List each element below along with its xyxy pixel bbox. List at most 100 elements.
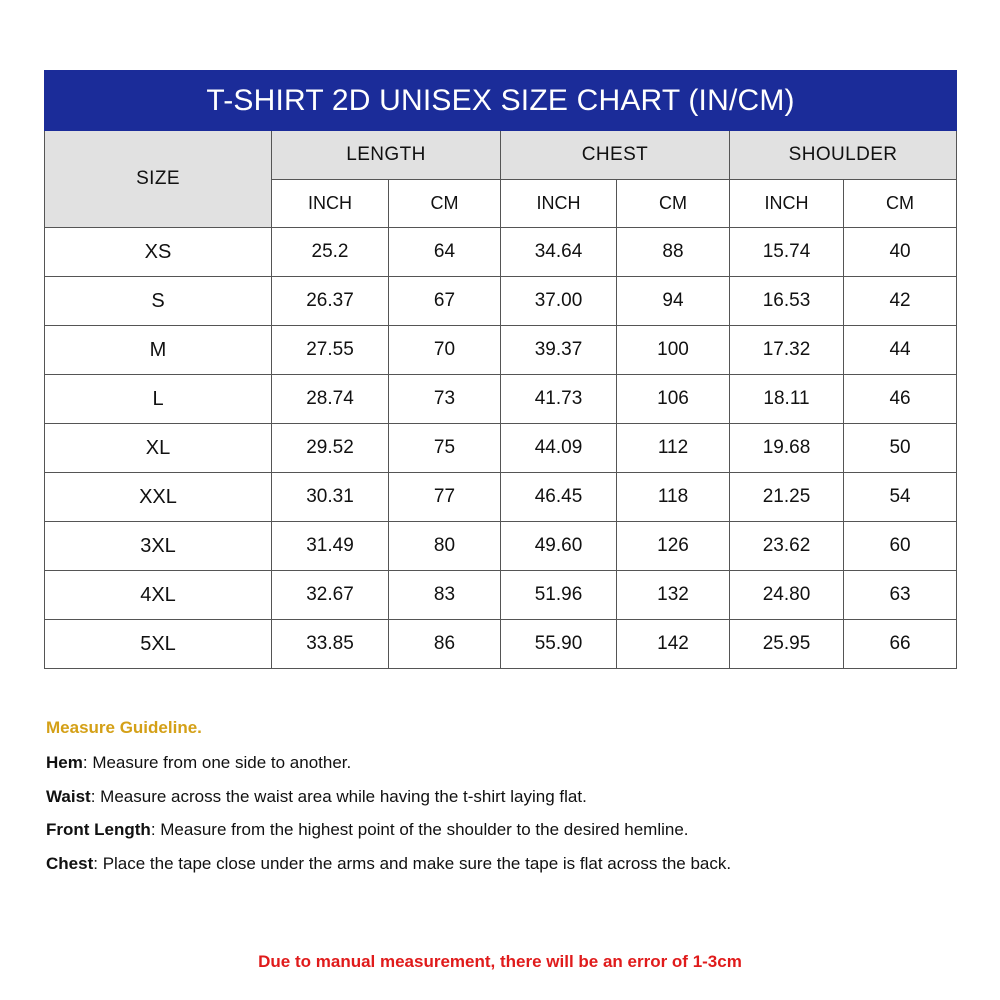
measurement-cell: 44.09 (500, 423, 617, 473)
measurement-cell: 70 (388, 325, 501, 375)
measurement-cell: 86 (388, 619, 501, 669)
guideline-item: Waist: Measure across the waist area whi… (46, 786, 946, 807)
measurement-cell: 31.49 (271, 521, 389, 571)
column-header-shoulder: SHOULDER (728, 130, 958, 180)
size-chart-table: T-SHIRT 2D UNISEX SIZE CHART (IN/CM) SIZ… (43, 70, 958, 669)
measurement-cell: 64 (388, 227, 501, 277)
unit-header-shoulder-cm: CM (842, 179, 958, 228)
measurement-cell: 32.67 (271, 570, 389, 620)
measurement-cell: 21.25 (729, 472, 844, 522)
measurement-cell: 37.00 (500, 276, 617, 326)
measurement-cell: 118 (616, 472, 730, 522)
measurement-cell: 77 (388, 472, 501, 522)
unit-header-row: INCH CM INCH CM INCH CM (44, 179, 958, 228)
measurement-cell: 49.60 (500, 521, 617, 571)
measurement-cell: 16.53 (729, 276, 844, 326)
size-label-cell: XXL (44, 472, 272, 522)
measurement-cell: 19.68 (729, 423, 844, 473)
table-row: S 26.37 67 37.00 94 16.53 42 (44, 276, 958, 326)
measurement-cell: 54 (842, 472, 958, 522)
unit-header-chest-inch: INCH (500, 179, 617, 228)
measurement-cell: 106 (616, 374, 730, 424)
measurement-cell: 67 (388, 276, 501, 326)
column-header-chest: CHEST (500, 130, 730, 180)
measurement-cell: 126 (616, 521, 730, 571)
measurement-cell: 33.85 (271, 619, 389, 669)
measurement-cell: 39.37 (500, 325, 617, 375)
measurement-cell: 112 (616, 423, 730, 473)
measurement-cell: 55.90 (500, 619, 617, 669)
measurement-cell: 51.96 (500, 570, 617, 620)
table-row: 3XL 31.49 80 49.60 126 23.62 60 (44, 521, 958, 571)
guideline-item: Chest: Place the tape close under the ar… (46, 854, 946, 874)
measurement-cell: 80 (388, 521, 501, 571)
chart-title: T-SHIRT 2D UNISEX SIZE CHART (IN/CM) (43, 70, 958, 131)
size-label-cell: L (44, 374, 272, 424)
guideline-separator: : (82, 753, 93, 772)
measurement-cell: 27.55 (271, 325, 389, 375)
guideline-term: Chest (46, 854, 94, 874)
guideline-description: Place the tape close under the arms and … (102, 854, 732, 874)
guideline-term: Front Length (46, 820, 151, 840)
measurement-cell: 100 (616, 325, 730, 375)
guideline-separator: : (150, 820, 161, 840)
unit-header-chest-cm: CM (616, 179, 730, 228)
guideline-description: Measure from one side to another. (92, 753, 352, 772)
table-row: L 28.74 73 41.73 106 18.11 46 (44, 374, 958, 424)
measurement-cell: 66 (842, 619, 958, 669)
guideline-term: Hem (46, 753, 83, 772)
measurement-cell: 132 (616, 570, 730, 620)
size-label-cell: S (44, 276, 272, 326)
measurement-cell: 40 (842, 227, 958, 277)
guideline-separator: : (93, 854, 103, 874)
guidelines-title: Measure Guideline. (46, 718, 202, 737)
size-label-cell: XS (44, 227, 272, 277)
measurement-cell: 88 (616, 227, 730, 277)
table-row: XXL 30.31 77 46.45 118 21.25 54 (44, 472, 958, 522)
measurement-cell: 73 (388, 374, 501, 424)
measurement-cell: 44 (842, 325, 958, 375)
size-label-cell: 3XL (44, 521, 272, 571)
measurement-disclaimer: Due to manual measurement, there will be… (258, 952, 742, 971)
size-label-cell: 4XL (44, 570, 272, 620)
measurement-cell: 23.62 (729, 521, 844, 571)
size-chart-container: T-SHIRT 2D UNISEX SIZE CHART (IN/CM) SIZ… (43, 70, 958, 669)
measurement-cell: 34.64 (500, 227, 617, 277)
size-label-cell: 5XL (44, 619, 272, 669)
column-header-length: LENGTH (271, 130, 501, 180)
measurement-cell: 94 (616, 276, 730, 326)
guideline-separator: : (90, 786, 101, 806)
measurement-cell: 26.37 (271, 276, 389, 326)
column-header-size: SIZE (44, 130, 272, 228)
measurement-cell: 50 (842, 423, 958, 473)
measurement-cell: 28.74 (271, 374, 389, 424)
guideline-item: Front Length: Measure from the highest p… (46, 821, 946, 840)
guideline-description: Measure from the highest point of the sh… (160, 820, 689, 840)
guideline-description: Measure across the waist area while havi… (100, 786, 587, 806)
guidelines-list: Hem: Measure from one side to another. Wa… (46, 753, 946, 874)
size-label-cell: M (44, 325, 272, 375)
measurement-cell: 46.45 (500, 472, 617, 522)
table-row: XS 25.2 64 34.64 88 15.74 40 (44, 227, 958, 277)
measurement-cell: 75 (388, 423, 501, 473)
table-row: 4XL 32.67 83 51.96 132 24.80 63 (44, 570, 958, 620)
measurement-cell: 63 (842, 570, 958, 620)
table-body: XS 25.2 64 34.64 88 15.74 40 S 26.37 67 37.00 94 16.… (44, 227, 958, 669)
measurement-cell: 18.11 (729, 374, 844, 424)
measurement-cell: 41.73 (500, 374, 617, 424)
measurement-cell: 15.74 (729, 227, 844, 277)
measurement-cell: 42 (842, 276, 958, 326)
measurement-cell: 24.80 (729, 570, 844, 620)
measurement-cell: 142 (616, 619, 730, 669)
measurement-cell: 17.32 (729, 325, 844, 375)
measurement-cell: 29.52 (271, 423, 389, 473)
unit-header-length-inch: INCH (271, 179, 389, 228)
measure-guidelines: Measure Guideline. Hem: Measure from one… (46, 718, 946, 889)
measurement-cell: 25.2 (271, 227, 389, 277)
measurement-cell: 30.31 (271, 472, 389, 522)
unit-header-shoulder-inch: INCH (729, 179, 844, 228)
measurement-cell: 83 (388, 570, 501, 620)
unit-header-length-cm: CM (388, 179, 501, 228)
group-header-row: SIZE LENGTH CHEST SHOULDER (44, 130, 958, 228)
